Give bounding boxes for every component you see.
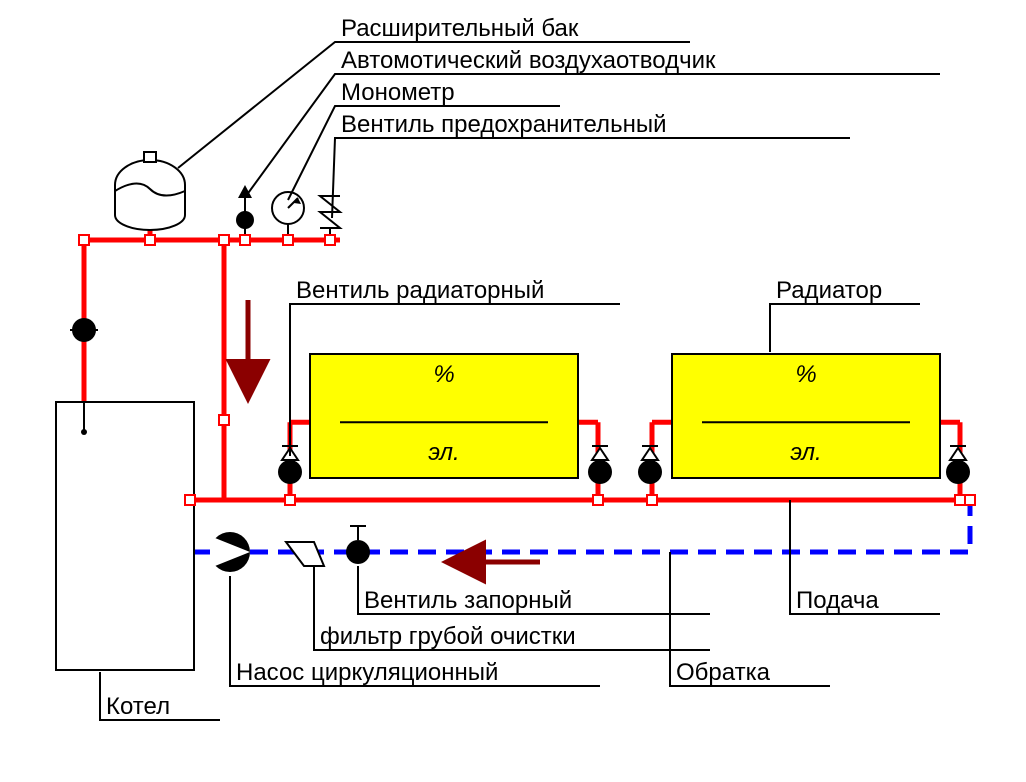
label: Расширительный бак: [341, 15, 579, 42]
radiator-percent-label: %: [433, 361, 454, 388]
boiler: [56, 402, 194, 670]
radiator-valve-icon: [946, 460, 970, 484]
radiator-el-label: эл.: [428, 439, 459, 466]
radiator-valve-icon: [588, 460, 612, 484]
shutoff-valve-icon: [346, 540, 370, 564]
radiator-el-label: эл.: [790, 439, 821, 466]
label: Обратка: [676, 659, 771, 686]
label: Насос циркуляционный: [236, 659, 498, 686]
label: фильтр грубой очистки: [320, 623, 576, 650]
radiator-percent-label: %: [795, 361, 816, 388]
label: Радиатор: [776, 277, 882, 304]
boiler-valve: [70, 318, 98, 342]
label: Котел: [106, 693, 170, 720]
radiator-valve-icon: [638, 460, 662, 484]
label: Вентиль запорный: [364, 587, 572, 614]
expansion-tank-symbol: [115, 152, 185, 230]
label: Подача: [796, 587, 879, 614]
label: Вентиль радиаторный: [296, 277, 544, 304]
radiators: % эл.% эл.: [310, 354, 940, 478]
safety-group: [236, 185, 340, 240]
radiator-valve-icon: [278, 460, 302, 484]
label: Автомотический воздухаотводчик: [341, 47, 716, 74]
label: Вентиль предохранительный: [341, 111, 666, 138]
heating-schematic: % эл.% эл. Расширительный бак Автомотически…: [0, 0, 1026, 782]
return-fittings: [210, 526, 370, 572]
label: Монометр: [341, 79, 455, 106]
